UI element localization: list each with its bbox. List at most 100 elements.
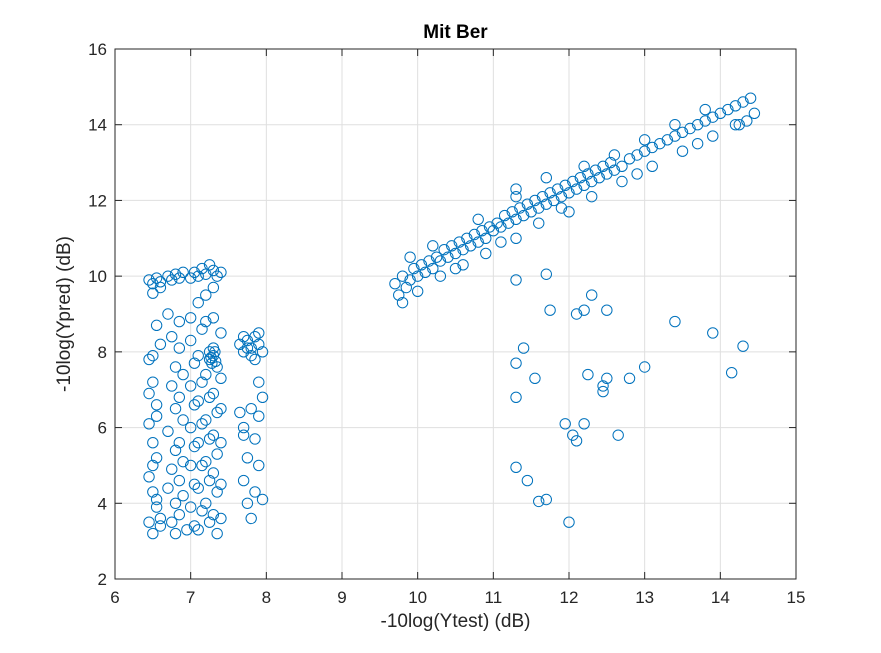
data-point	[404, 251, 416, 263]
data-point	[669, 130, 681, 142]
data-point	[184, 380, 197, 392]
data-point	[192, 395, 204, 407]
data-point	[188, 478, 201, 491]
data-point	[237, 421, 250, 434]
data-point	[480, 247, 492, 260]
data-point	[209, 355, 222, 368]
data-point	[517, 342, 530, 354]
data-point	[166, 380, 178, 392]
data-point	[415, 259, 428, 271]
data-point	[495, 236, 507, 248]
data-point	[196, 418, 208, 430]
data-point	[457, 259, 469, 271]
data-point	[737, 340, 749, 352]
data-point	[188, 399, 201, 411]
data-point	[192, 524, 204, 536]
data-point	[544, 187, 556, 199]
data-point	[578, 304, 590, 316]
data-point	[669, 119, 681, 131]
data-point	[498, 209, 511, 222]
data-point	[169, 497, 182, 509]
data-point	[631, 149, 643, 161]
data-point	[517, 209, 530, 222]
data-point	[169, 527, 182, 540]
data-point	[506, 206, 518, 218]
data-point	[586, 175, 598, 188]
data-point	[147, 278, 159, 290]
data-point	[200, 289, 212, 301]
data-point	[177, 414, 189, 426]
data-point	[211, 448, 223, 460]
x-axis-label: -10log(Ytest) (dB)	[381, 611, 531, 632]
data-point	[237, 474, 250, 487]
data-point	[245, 402, 257, 415]
data-point	[173, 437, 186, 449]
data-point	[461, 232, 473, 244]
data-point	[389, 278, 401, 290]
data-point	[574, 172, 587, 184]
data-point	[150, 493, 163, 506]
data-point	[207, 312, 220, 324]
data-point	[215, 478, 227, 491]
data-point	[237, 429, 250, 441]
data-point	[249, 353, 261, 366]
data-point	[169, 361, 182, 373]
data-point	[400, 281, 413, 294]
data-point	[207, 467, 220, 479]
data-point	[729, 119, 742, 131]
data-point	[393, 289, 405, 301]
data-point	[476, 225, 488, 237]
data-point	[623, 372, 636, 385]
data-point	[177, 455, 189, 468]
data-point	[154, 520, 167, 532]
data-point	[608, 149, 621, 161]
data-point	[215, 437, 227, 449]
data-point	[510, 213, 522, 226]
data-point	[510, 232, 522, 244]
data-point	[638, 145, 651, 157]
data-point	[725, 366, 738, 379]
y-tick-label: 12	[88, 191, 107, 210]
data-point	[434, 270, 447, 282]
data-point	[203, 391, 216, 403]
data-point	[147, 486, 159, 498]
x-tick-label: 11	[485, 588, 503, 607]
data-point	[234, 406, 246, 419]
data-point	[510, 461, 522, 474]
data-point	[578, 418, 590, 430]
data-point	[177, 490, 189, 502]
data-point	[654, 137, 666, 150]
data-point	[699, 103, 711, 116]
data-point	[510, 357, 522, 369]
data-point	[616, 175, 628, 188]
data-point	[427, 240, 439, 252]
data-point	[241, 497, 254, 509]
data-point	[237, 331, 250, 343]
data-point	[582, 368, 594, 381]
x-tick-label: 7	[186, 588, 195, 607]
data-point	[143, 418, 155, 430]
data-point	[147, 376, 159, 388]
data-point	[604, 156, 617, 169]
data-point	[188, 357, 201, 369]
data-point	[184, 334, 197, 347]
data-point	[529, 194, 541, 207]
data-point	[608, 164, 621, 176]
data-point	[184, 272, 197, 284]
y-tick-label: 16	[88, 40, 107, 59]
data-point	[253, 376, 265, 388]
y-tick-label: 2	[98, 570, 107, 589]
data-point	[143, 387, 155, 400]
data-point	[150, 452, 163, 464]
data-point	[559, 418, 571, 430]
data-point	[684, 122, 696, 135]
x-tick-label: 15	[787, 588, 806, 607]
data-point	[215, 512, 227, 525]
data-point	[646, 160, 658, 173]
data-point	[510, 183, 522, 195]
data-point	[169, 402, 182, 415]
data-point	[207, 281, 220, 294]
data-point	[540, 493, 552, 506]
